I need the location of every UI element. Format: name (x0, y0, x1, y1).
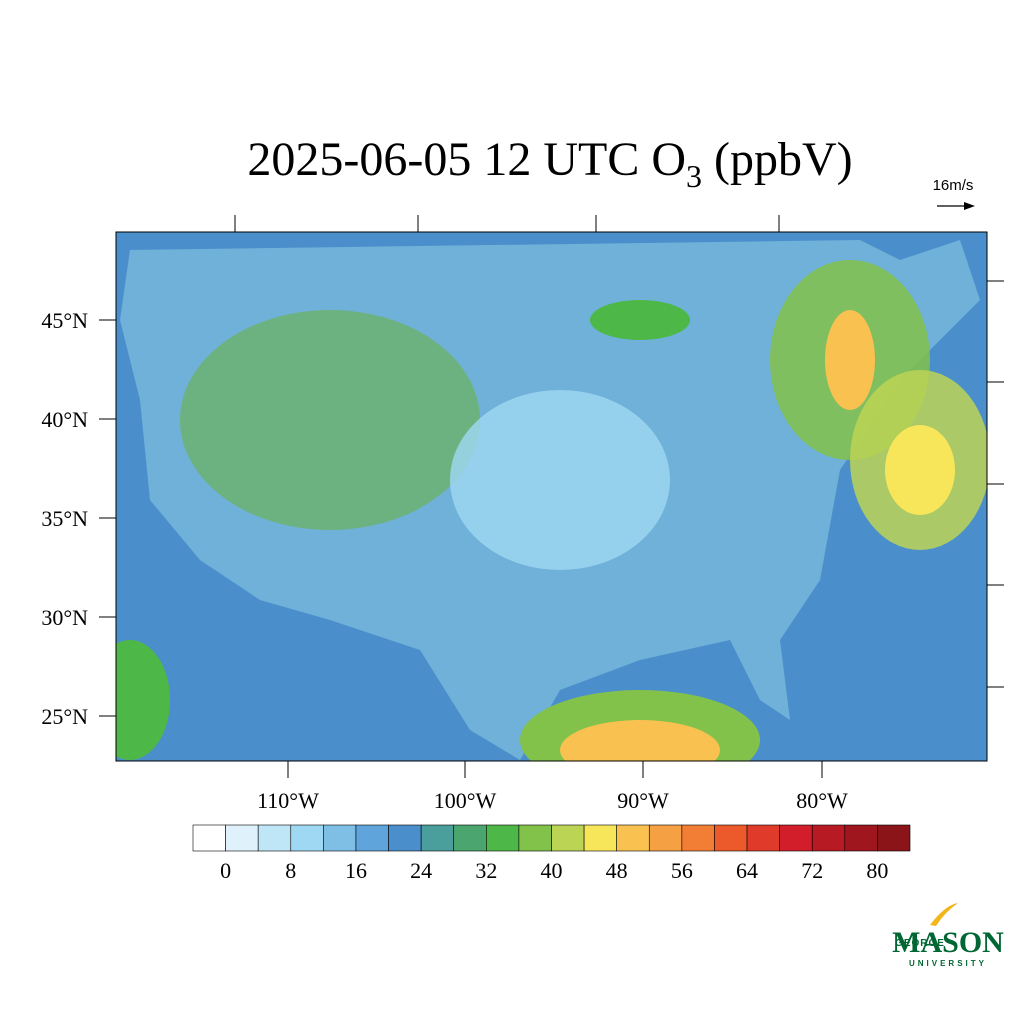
lat-label: 35°N (41, 506, 88, 531)
colorbar-tick-label: 24 (410, 858, 432, 883)
colorbar-box (420, 824, 455, 852)
colorbar-tick-label: 56 (671, 858, 693, 883)
colorbar-tick-label: 40 (541, 858, 563, 883)
lat-label: 45°N (41, 308, 88, 333)
logo-line1: GEORGE (895, 938, 945, 949)
colorbar-box (811, 824, 846, 852)
colorbar-box (779, 824, 813, 852)
colorbar-box (290, 824, 324, 852)
colorbar-box (225, 824, 259, 852)
colorbar-box (257, 824, 292, 852)
logo-flame (930, 903, 958, 926)
colorbar-box (877, 824, 911, 852)
field (885, 425, 955, 515)
logo-line3: UNIVERSITY (909, 959, 987, 968)
colorbar-box (648, 824, 683, 852)
colorbar-box (453, 824, 487, 852)
lat-label: 40°N (41, 407, 88, 432)
colorbar-box (486, 824, 520, 852)
colorbar-tick-label: 16 (345, 858, 367, 883)
field (590, 300, 690, 340)
colorbar-box (714, 824, 748, 852)
reference-arrowhead (964, 202, 975, 210)
colorbar-tick-label: 72 (801, 858, 823, 883)
field (825, 310, 875, 410)
title: 2025-06-05 12 UTC O3 (ppbV) (247, 133, 852, 194)
lon-label: 110°W (257, 788, 319, 813)
lon-label: 100°W (434, 788, 497, 813)
colorbar-tick-label: 64 (736, 858, 758, 883)
colorbar-tick-label: 0 (220, 858, 231, 883)
colorbar-box (551, 824, 585, 852)
map (116, 232, 987, 761)
colorbar-box (616, 824, 650, 852)
field (180, 310, 480, 530)
field (116, 640, 170, 760)
colorbar-tick-label: 8 (285, 858, 296, 883)
colorbar-box (323, 824, 357, 852)
field (560, 720, 720, 761)
colorbar-tick-label: 48 (606, 858, 628, 883)
lat-label: 25°N (41, 704, 88, 729)
colorbar-tick-label: 32 (475, 858, 497, 883)
logo-line2: MASON (892, 926, 1004, 959)
field (450, 390, 670, 570)
colorbar-box (192, 824, 226, 852)
title-suffix: (ppbV) (702, 133, 853, 186)
frame-ticks (99, 215, 1004, 778)
title-main: 2025-06-05 12 UTC O (247, 133, 686, 186)
colorbar-tick-label: 80 (866, 858, 888, 883)
colorbar-box (681, 824, 715, 852)
colorbar-box (388, 824, 422, 852)
colorbar-box (746, 824, 780, 852)
lon-label: 90°W (617, 788, 669, 813)
colorbar-box (844, 824, 878, 852)
map-frame (115, 231, 988, 762)
colorbar-box (518, 824, 552, 852)
vector-reference: 16m/s (933, 177, 974, 194)
title-subscript: 3 (686, 158, 702, 194)
colorbar-box (355, 824, 389, 852)
lon-label: 80°W (796, 788, 848, 813)
lat-label: 30°N (41, 605, 88, 630)
colorbar-box (583, 824, 617, 852)
